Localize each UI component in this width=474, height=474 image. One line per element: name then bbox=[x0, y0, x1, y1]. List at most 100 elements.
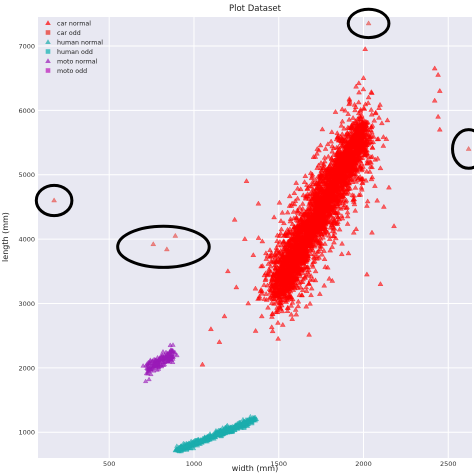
car-normal-point bbox=[309, 236, 316, 241]
legend-label: moto odd bbox=[57, 68, 87, 75]
plot-area bbox=[38, 17, 472, 458]
human-normal-point bbox=[178, 444, 185, 449]
car-normal-point bbox=[361, 134, 367, 140]
moto-normal-point bbox=[145, 367, 152, 373]
car-normal-point bbox=[368, 129, 375, 135]
human-normal-point bbox=[176, 446, 182, 451]
legend-marker bbox=[45, 49, 51, 54]
human-normal-point bbox=[220, 427, 226, 433]
moto-normal-point bbox=[168, 355, 174, 361]
car-normal-point bbox=[353, 152, 360, 158]
legend-label: human normal bbox=[57, 39, 103, 46]
human-normal-point bbox=[190, 442, 197, 448]
human-normal-point bbox=[253, 416, 260, 422]
human-normal-point bbox=[228, 427, 234, 433]
human-normal-point bbox=[244, 423, 250, 428]
moto-normal-point bbox=[167, 342, 173, 347]
legend-marker bbox=[45, 30, 51, 35]
car-normal-point bbox=[291, 215, 297, 221]
y-axis-label: length (mm) bbox=[1, 212, 10, 262]
human-normal-point bbox=[202, 434, 208, 439]
car-normal-point bbox=[268, 300, 275, 306]
y-tick-label: 1000 bbox=[18, 429, 35, 437]
car-normal-point bbox=[345, 111, 351, 116]
moto-normal-point bbox=[172, 351, 178, 356]
y-tick-label: 7000 bbox=[18, 42, 35, 50]
car-normal-point bbox=[287, 218, 294, 224]
car-normal-point bbox=[307, 251, 314, 257]
car-normal-point bbox=[363, 122, 370, 128]
chart-title: Plot Dataset bbox=[229, 4, 282, 14]
human-normal-point bbox=[246, 419, 252, 425]
moto-normal-point bbox=[160, 349, 166, 354]
car-normal-point bbox=[297, 273, 304, 279]
car-normal-point bbox=[261, 282, 267, 287]
y-tick-label: 5000 bbox=[18, 171, 35, 179]
car-normal-point bbox=[327, 212, 334, 218]
car-normal-point bbox=[263, 291, 269, 296]
human-normal-point bbox=[229, 423, 236, 429]
human-normal-point bbox=[188, 438, 194, 443]
car-normal-point bbox=[340, 204, 347, 210]
car-normal-point bbox=[267, 263, 274, 269]
moto-normal-point bbox=[152, 361, 158, 367]
moto-normal-point bbox=[149, 358, 156, 363]
car-normal-point bbox=[312, 177, 319, 182]
car-normal-point bbox=[346, 116, 352, 122]
human-normal-point bbox=[210, 434, 216, 439]
car-normal-point bbox=[311, 242, 318, 247]
human-normal-point bbox=[225, 426, 231, 432]
y-tick-label: 4000 bbox=[18, 236, 35, 244]
moto-normal-point bbox=[167, 348, 173, 354]
car-normal-point bbox=[353, 226, 359, 231]
moto-normal-point bbox=[170, 353, 176, 358]
legend-label: moto normal bbox=[57, 58, 98, 65]
y-tick-label: 2000 bbox=[18, 364, 35, 372]
y-tick-label: 3000 bbox=[18, 300, 35, 308]
human-normal-point bbox=[216, 432, 223, 437]
car-normal-point bbox=[326, 275, 333, 281]
legend-marker bbox=[45, 68, 51, 73]
data-points bbox=[51, 20, 472, 454]
moto-normal-point bbox=[144, 363, 151, 368]
moto-normal-point bbox=[155, 366, 162, 371]
moto-normal-point bbox=[146, 376, 152, 382]
car-normal-point bbox=[344, 171, 350, 177]
human-normal-point bbox=[193, 439, 200, 445]
human-normal-point bbox=[249, 419, 255, 425]
car-normal-point bbox=[300, 270, 306, 276]
car-normal-point bbox=[290, 208, 297, 214]
human-normal-point bbox=[182, 444, 188, 449]
human-normal-point bbox=[240, 421, 246, 426]
legend-label: car normal bbox=[57, 20, 91, 27]
car-normal-point bbox=[368, 123, 375, 129]
moto-normal-point bbox=[165, 359, 171, 364]
x-tick-label: 500 bbox=[103, 460, 115, 468]
moto-normal-point bbox=[140, 363, 146, 368]
car-normal-point bbox=[358, 137, 365, 143]
moto-normal-point bbox=[158, 353, 164, 358]
x-tick-label: 2000 bbox=[355, 460, 372, 468]
moto-normal-point bbox=[152, 357, 158, 362]
human-normal-point bbox=[248, 416, 254, 421]
human-normal-point bbox=[205, 437, 211, 442]
moto-normal-point bbox=[147, 360, 153, 366]
moto-normal-point bbox=[160, 362, 167, 367]
moto-normal-point bbox=[151, 365, 157, 370]
car-normal-point bbox=[262, 277, 269, 282]
x-tick-label: 2500 bbox=[440, 460, 457, 468]
human-normal-point bbox=[212, 432, 218, 437]
x-tick-label: 1000 bbox=[186, 460, 203, 468]
car-normal-point bbox=[309, 212, 316, 218]
car-normal-point bbox=[364, 126, 371, 132]
human-normal-point bbox=[201, 438, 207, 443]
legend-label: car odd bbox=[57, 30, 81, 37]
car-normal-point bbox=[369, 144, 376, 150]
car-normal-point bbox=[264, 270, 271, 276]
car-normal-point bbox=[371, 117, 378, 123]
x-axis-label: width (mm) bbox=[232, 464, 278, 473]
car-normal-point bbox=[296, 204, 303, 210]
y-tick-label: 6000 bbox=[18, 107, 35, 115]
legend-label: human odd bbox=[57, 49, 93, 56]
